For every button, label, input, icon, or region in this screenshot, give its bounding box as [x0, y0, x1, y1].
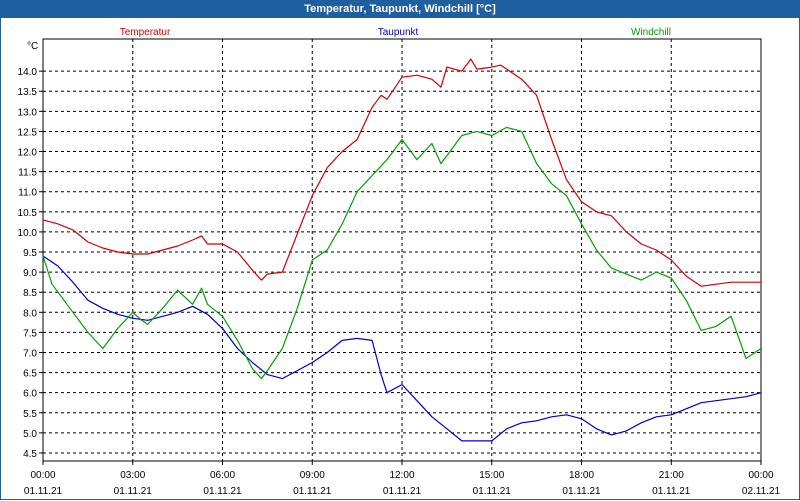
y-tick-label: 7.0: [23, 348, 37, 359]
x-tick-time: 15:00: [479, 470, 504, 481]
y-tick-label: 9.0: [23, 268, 37, 279]
y-axis-label: °C: [27, 41, 38, 52]
x-tick-date: 01.11.21: [114, 486, 153, 497]
x-tick-time: 03:00: [120, 470, 145, 481]
y-tick-label: 10.0: [18, 228, 38, 239]
x-tick-time: 00:00: [30, 470, 55, 481]
x-tick-time: 00:00: [748, 470, 773, 481]
x-tick-date: 01.11.21: [562, 486, 601, 497]
y-tick-label: 8.5: [23, 288, 37, 299]
x-tick-date: 01.11.21: [473, 486, 512, 497]
y-tick-label: 11.5: [18, 168, 37, 179]
x-tick-time: 21:00: [659, 470, 684, 481]
y-tick-label: 8.0: [23, 308, 37, 319]
x-tick-time: 06:00: [210, 470, 235, 481]
y-tick-label: 12.5: [18, 127, 38, 138]
y-tick-label: 14.0: [18, 67, 38, 78]
series-line-windchill: [42, 126, 762, 380]
y-tick-label: 7.5: [23, 328, 37, 339]
x-tick-date: 02.11.21: [742, 486, 781, 497]
x-tick-date: 01.11.21: [652, 486, 691, 497]
legend-taupunkt: Taupunkt: [378, 27, 419, 38]
x-tick-date: 01.11.21: [203, 486, 242, 497]
y-tick-label: 10.5: [18, 208, 38, 219]
x-tick-time: 12:00: [389, 470, 414, 481]
y-tick-label: 13.5: [18, 87, 38, 98]
x-tick-date: 01.11.21: [383, 486, 422, 497]
legend-windchill: Windchill: [631, 27, 671, 38]
series-line-taupunkt: [42, 255, 762, 442]
y-tick-label: 11.0: [18, 188, 37, 199]
x-tick-date: 01.11.21: [293, 486, 332, 497]
y-tick-label: 4.5: [23, 449, 37, 460]
x-tick-time: 18:00: [569, 470, 594, 481]
y-tick-label: 5.5: [23, 409, 37, 420]
y-tick-label: 5.0: [23, 429, 37, 440]
x-tick-date: 01.11.21: [24, 486, 63, 497]
legend-temperatur: Temperatur: [120, 27, 171, 38]
x-tick-time: 09:00: [300, 470, 325, 481]
window-title: Temperatur, Taupunkt, Windchill [°C]: [1, 1, 799, 18]
y-tick-label: 13.0: [18, 107, 38, 118]
y-tick-label: 6.5: [23, 369, 37, 380]
y-tick-label: 6.0: [23, 389, 37, 400]
series-line-temperatur: [42, 58, 761, 287]
y-tick-label: 9.5: [23, 248, 37, 259]
y-tick-label: 12.0: [18, 148, 38, 159]
